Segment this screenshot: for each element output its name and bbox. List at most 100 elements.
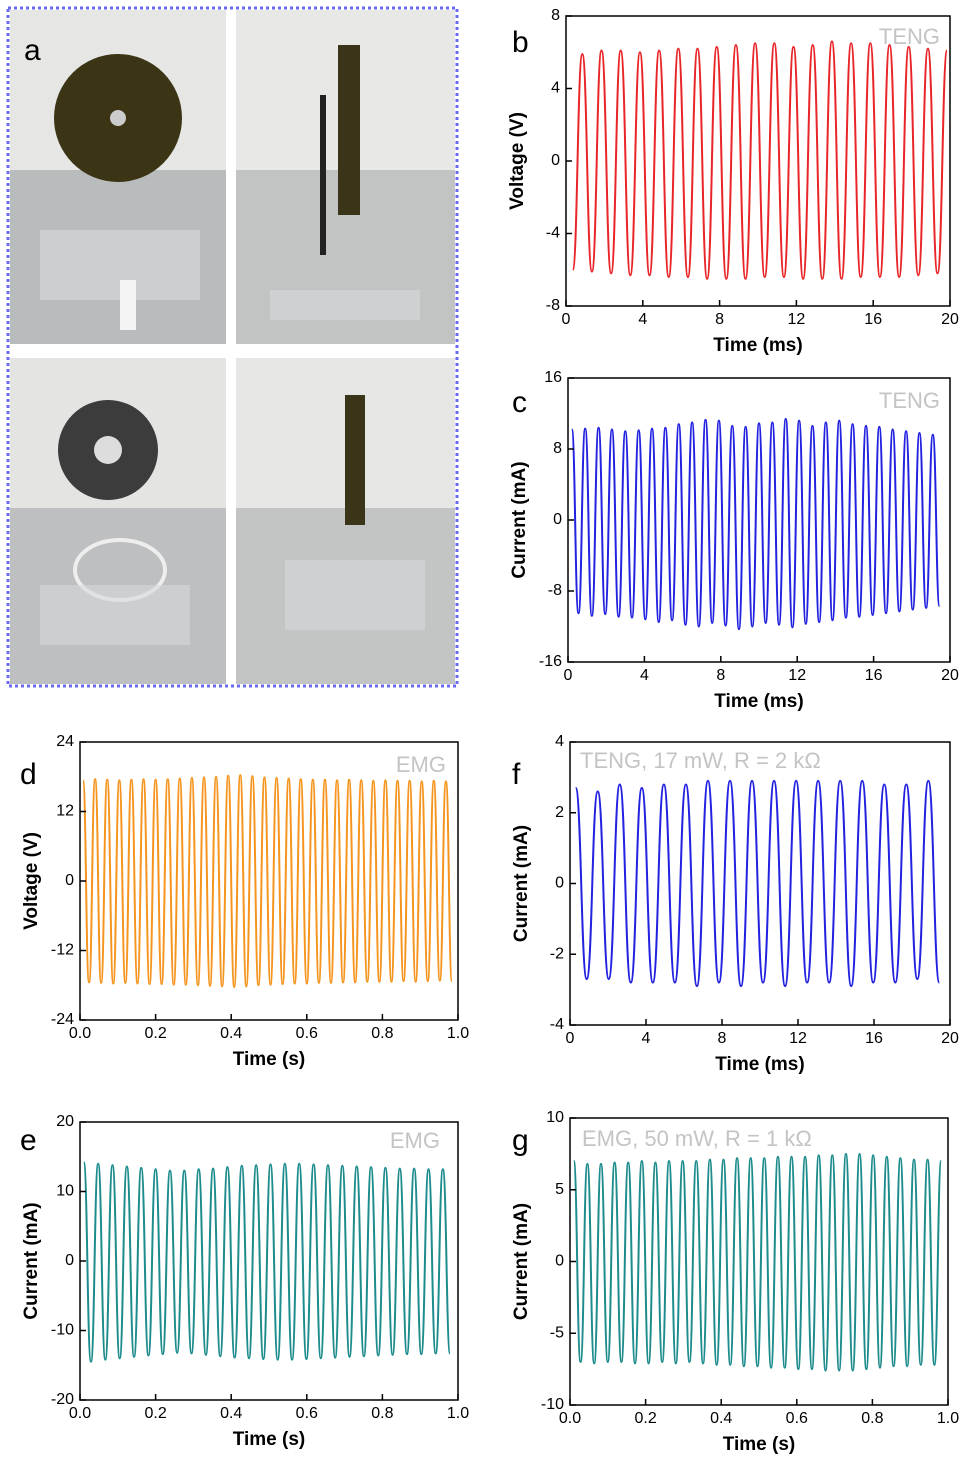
signal-line bbox=[570, 417, 941, 631]
hub bbox=[110, 110, 126, 126]
x-tick-label: 0.2 bbox=[144, 1025, 166, 1042]
y-tick-label: 0 bbox=[555, 875, 564, 892]
x-tick-label: 1.0 bbox=[447, 1405, 469, 1422]
x-axis-title: Time (s) bbox=[233, 1049, 306, 1070]
y-tick-label: 16 bbox=[544, 369, 562, 386]
y-tick-label: 0 bbox=[555, 1253, 564, 1270]
annotation: TENG bbox=[879, 388, 940, 413]
y-tick-label: -5 bbox=[550, 1324, 564, 1341]
x-tick-label: 12 bbox=[788, 667, 806, 684]
base bbox=[270, 290, 420, 320]
y-tick-label: -8 bbox=[546, 297, 560, 314]
chart: 0.0 0.2 0.4 0.6 0.8 1.0 -20 -10 0 10 20 Time (s) Cur… bbox=[20, 1113, 469, 1450]
x-tick-label: 0.4 bbox=[710, 1410, 732, 1427]
y-tick-label: -24 bbox=[51, 1011, 74, 1028]
x-tick-label: 0.0 bbox=[559, 1410, 581, 1427]
base bbox=[40, 585, 190, 645]
y-tick-label: 10 bbox=[546, 1109, 564, 1126]
x-tick-label: 12 bbox=[788, 311, 806, 328]
signal-line bbox=[574, 779, 941, 988]
y-tick-label: 2 bbox=[555, 804, 564, 821]
x-tick-label: 16 bbox=[865, 667, 883, 684]
x-tick-label: 0.6 bbox=[296, 1405, 318, 1422]
y-tick-label: -20 bbox=[51, 1391, 74, 1408]
y-tick-label: -12 bbox=[51, 942, 74, 959]
disc-side bbox=[338, 45, 360, 215]
y-tick-label: 20 bbox=[56, 1113, 74, 1130]
x-tick-label: 20 bbox=[941, 1030, 959, 1047]
y-tick-label: -4 bbox=[550, 1016, 564, 1033]
x-tick-label: 0.4 bbox=[220, 1405, 242, 1422]
y-tick-label: 8 bbox=[551, 7, 560, 24]
annotation: EMG, 50 mW, R = 1 kΩ bbox=[582, 1126, 812, 1151]
annotation: EMG bbox=[390, 1128, 440, 1153]
x-tick-label: 0.2 bbox=[144, 1405, 166, 1422]
y-tick-label: -2 bbox=[550, 945, 564, 962]
x-axis-title: Time (s) bbox=[723, 1434, 796, 1455]
y-tick-label: -10 bbox=[51, 1322, 74, 1339]
x-tick-label: 4 bbox=[642, 1030, 651, 1047]
x-axis-title: Time (ms) bbox=[715, 1054, 804, 1075]
annotation: TENG bbox=[879, 24, 940, 49]
x-tick-label: 8 bbox=[716, 667, 725, 684]
y-tick-label: 5 bbox=[555, 1181, 564, 1198]
signal-line bbox=[571, 40, 949, 280]
x-tick-label: 1.0 bbox=[447, 1025, 469, 1042]
y-tick-label: -10 bbox=[541, 1396, 564, 1413]
y-tick-label: 4 bbox=[551, 80, 560, 97]
photo-panel: a bbox=[6, 6, 459, 688]
plot-frame bbox=[569, 1117, 949, 1406]
panel-label: e bbox=[20, 1124, 37, 1157]
chart: 0.0 0.2 0.4 0.6 0.8 1.0 -10 -5 0 5 10 Time (s) Curre… bbox=[511, 1109, 959, 1455]
x-tick-label: 0.8 bbox=[861, 1410, 883, 1427]
x-tick-label: 1.0 bbox=[937, 1410, 959, 1427]
x-tick-label: 4 bbox=[640, 667, 649, 684]
x-tick-label: 8 bbox=[718, 1030, 727, 1047]
y-tick-label: -16 bbox=[539, 653, 562, 670]
y-axis-title: Current (mA) bbox=[511, 825, 532, 942]
y-tick-label: 0 bbox=[65, 872, 74, 889]
x-tick-label: 4 bbox=[638, 311, 647, 328]
disc-side bbox=[345, 395, 365, 525]
x-tick-label: 0.8 bbox=[371, 1405, 393, 1422]
chart: 0 4 8 12 16 20 -8 -4 0 4 8 Time (ms) Voltage (V) b TEN… bbox=[507, 7, 959, 356]
y-axis-title: Current (mA) bbox=[21, 1202, 42, 1319]
y-tick-label: 10 bbox=[56, 1183, 74, 1200]
annotation: EMG bbox=[396, 752, 446, 777]
panel-label: d bbox=[20, 758, 37, 791]
chart: 0.0 0.2 0.4 0.6 0.8 1.0 -24 -12 0 12 24 Time (s) Vol… bbox=[20, 733, 469, 1070]
y-axis-title: Voltage (V) bbox=[507, 112, 528, 210]
x-tick-label: 8 bbox=[715, 311, 724, 328]
plot-frame bbox=[567, 377, 951, 663]
y-axis-title: Current (mA) bbox=[511, 1203, 532, 1320]
x-tick-label: 12 bbox=[789, 1030, 807, 1047]
x-tick-label: 0.4 bbox=[220, 1025, 242, 1042]
y-tick-label: 24 bbox=[56, 733, 74, 750]
y-tick-label: 0 bbox=[65, 1252, 74, 1269]
panel-label: f bbox=[512, 758, 521, 791]
y-tick-label: 4 bbox=[555, 733, 564, 750]
x-tick-label: 0 bbox=[562, 311, 571, 328]
x-axis-title: Time (ms) bbox=[713, 335, 802, 356]
y-axis-title: Current (mA) bbox=[509, 461, 530, 578]
annotation: TENG, 17 mW, R = 2 kΩ bbox=[580, 748, 821, 773]
y-tick-label: -8 bbox=[548, 582, 562, 599]
belt bbox=[320, 95, 326, 255]
y-tick-label: 0 bbox=[553, 511, 562, 528]
chart: 0 4 8 12 16 20 -16 -8 0 8 16 Time (ms) Current (mA) c… bbox=[509, 369, 959, 712]
y-tick-label: -4 bbox=[546, 225, 560, 242]
handle bbox=[120, 280, 136, 330]
x-tick-label: 20 bbox=[941, 667, 959, 684]
signal-line bbox=[82, 1161, 452, 1363]
panel-label: g bbox=[512, 1124, 529, 1157]
base bbox=[285, 560, 425, 630]
x-tick-label: 20 bbox=[941, 311, 959, 328]
x-tick-label: 0.0 bbox=[69, 1025, 91, 1042]
x-tick-label: 16 bbox=[865, 1030, 883, 1047]
panel-label: c bbox=[512, 386, 527, 419]
x-tick-label: 0 bbox=[566, 1030, 575, 1047]
plot-frame bbox=[569, 741, 951, 1026]
hub bbox=[94, 436, 122, 464]
chart: 0 4 8 12 16 20 -4 -2 0 2 4 Time (ms) Current (mA) f TE… bbox=[511, 733, 959, 1075]
y-axis-title: Voltage (V) bbox=[21, 832, 42, 930]
